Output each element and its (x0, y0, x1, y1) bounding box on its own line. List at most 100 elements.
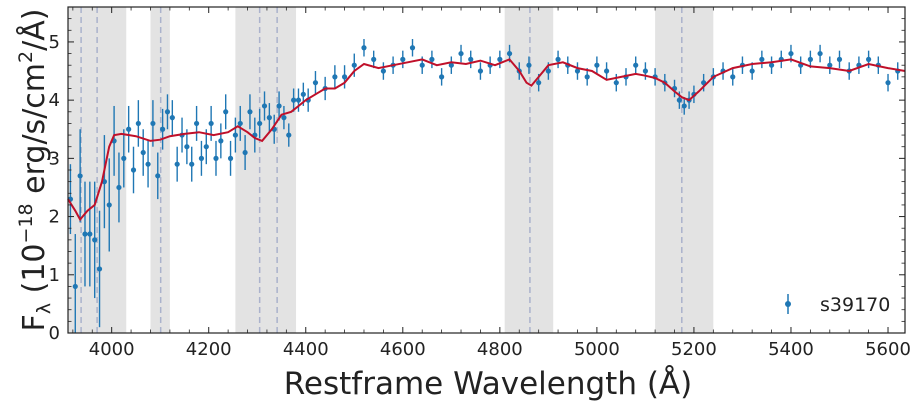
y-tick-label: 3 (49, 148, 60, 169)
data-point (281, 115, 287, 121)
data-point (458, 50, 464, 57)
data-point (749, 68, 755, 74)
data-point (866, 56, 872, 62)
data-point (130, 167, 137, 173)
data-point (82, 231, 88, 237)
data-point (676, 97, 682, 103)
data-point (92, 237, 98, 243)
data-point (497, 56, 503, 62)
data-point (223, 109, 229, 115)
shaded-band (655, 7, 714, 333)
data-point (213, 155, 219, 161)
data-point (203, 144, 209, 150)
data-point (380, 68, 386, 74)
y-tick-label: 1 (49, 265, 60, 286)
data-point (545, 68, 551, 74)
data-point (218, 138, 224, 144)
data-point (227, 155, 234, 161)
data-point (759, 56, 765, 62)
data-point (96, 266, 103, 272)
data-point (193, 120, 200, 127)
data-point (174, 161, 180, 167)
data-point (400, 56, 406, 62)
data-point (448, 62, 454, 68)
data-point (807, 56, 813, 62)
data-point (477, 68, 484, 74)
data-point (506, 50, 513, 57)
data-point (198, 155, 205, 161)
data-point (121, 155, 127, 161)
model-line (67, 58, 906, 222)
data-point (300, 91, 306, 97)
data-point (247, 109, 253, 115)
data-point (351, 62, 357, 68)
data-point (419, 62, 425, 68)
data-point (788, 50, 794, 57)
data-point (885, 80, 891, 86)
x-tick-label: 5200 (671, 339, 717, 360)
plot-frame (67, 6, 906, 334)
data-point (642, 68, 649, 74)
data-point (574, 68, 581, 74)
data-point (266, 115, 272, 121)
data-point (468, 56, 474, 62)
model-curve (67, 58, 906, 222)
data-point (106, 202, 112, 208)
y-tick-label: 5 (49, 32, 60, 53)
axis-ticks (68, 7, 905, 334)
x-axis-title: Restframe Wavelength (Å) (284, 366, 692, 402)
x-tick-label: 5000 (574, 339, 620, 360)
data-point (836, 56, 843, 62)
data-point (232, 132, 238, 138)
x-tick-label: 4000 (89, 339, 135, 360)
data-point (208, 120, 214, 127)
data-point (286, 132, 292, 138)
data-point (555, 56, 561, 62)
data-point (768, 62, 775, 68)
data-point (150, 120, 156, 127)
data-point (371, 56, 377, 62)
data-point (145, 161, 151, 167)
data-point (184, 144, 190, 150)
data-point (126, 126, 132, 132)
data-point (77, 173, 83, 179)
y-tick-label: 2 (49, 207, 60, 228)
data-point (160, 126, 166, 132)
data-point (681, 103, 687, 109)
legend-label: s39170 (820, 294, 890, 316)
shaded-bands (68, 7, 714, 333)
x-tick-label: 5600 (865, 339, 911, 360)
legend: s39170 (785, 294, 890, 316)
data-point (164, 109, 171, 115)
data-point (730, 74, 736, 80)
data-points (67, 39, 901, 333)
data-point (817, 50, 823, 57)
data-point (633, 62, 639, 68)
data-point (242, 149, 248, 156)
data-point (140, 149, 146, 156)
data-point (155, 173, 161, 179)
x-tick-label: 4200 (186, 339, 232, 360)
reference-lines (80, 7, 683, 333)
data-point (409, 45, 416, 51)
data-point (312, 80, 319, 86)
data-point (116, 184, 122, 191)
data-point (261, 103, 268, 109)
y-tick-label: 4 (49, 90, 60, 111)
data-point (536, 80, 542, 86)
data-point (827, 62, 833, 68)
data-point (332, 74, 338, 80)
data-point (594, 62, 600, 68)
data-point (72, 283, 78, 290)
data-point (237, 120, 243, 127)
x-tick-label: 4400 (283, 339, 329, 360)
data-point (361, 45, 367, 51)
data-point (257, 120, 263, 127)
data-point (276, 103, 282, 109)
x-tick-label: 4800 (477, 339, 523, 360)
data-point (603, 68, 610, 74)
data-point (189, 161, 195, 167)
data-point (87, 231, 93, 237)
x-tick-label: 5400 (768, 339, 814, 360)
data-point (169, 115, 175, 121)
